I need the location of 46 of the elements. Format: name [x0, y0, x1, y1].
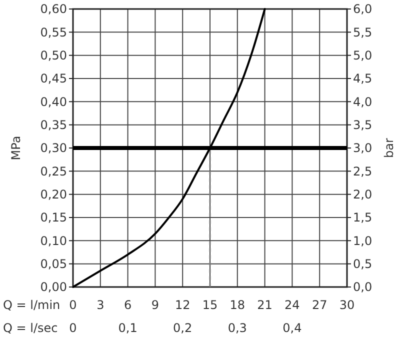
y-tick-label: 0,35	[40, 118, 67, 132]
y2-tick-label: 5,5	[353, 25, 372, 40]
y2-tick-label: 0,0	[353, 280, 372, 294]
y2-tick-label: 4,0	[353, 94, 372, 109]
y-tick-label: 0,60	[40, 2, 67, 16]
x-tick-label: 9	[151, 298, 160, 312]
x-tick-label: 12	[174, 298, 190, 312]
y2-tick-label: 2,0	[353, 188, 372, 202]
y2-tick-label: 6,0	[353, 2, 372, 16]
y2-tick-label: 5,0	[353, 48, 372, 63]
x2-tick-label: 0,1	[118, 321, 138, 335]
x2-axis-title: Q = l/sec	[3, 321, 58, 335]
y-tick-label: 0,40	[40, 94, 67, 109]
y-axis-title: MPa	[9, 136, 23, 160]
y-tick-label: 0,45	[40, 72, 67, 86]
y2-tick-label: 2,5	[353, 164, 372, 178]
y2-tick-label: 4,5	[353, 72, 372, 86]
y-tick-label: 0,30	[40, 141, 67, 156]
y-tick-label: 0,00	[40, 280, 67, 294]
x2-tick-label: 0,4	[282, 321, 302, 335]
y2-tick-label: 0,5	[353, 257, 372, 272]
x2-tick-label: 0	[69, 321, 77, 335]
y-tick-label: 0,20	[40, 188, 67, 202]
y2-tick-label: 3,0	[353, 141, 372, 156]
y2-tick-label: 1,0	[353, 234, 372, 248]
x-axis-title: Q = l/min	[3, 298, 60, 312]
y-tick-label: 0,15	[40, 210, 67, 225]
x-tick-label: 27	[312, 298, 328, 312]
x-tick-label: 21	[257, 298, 272, 312]
y-tick-label: 0,55	[40, 25, 67, 40]
y-tick-label: 0,25	[40, 164, 67, 178]
x2-tick-label: 0,3	[228, 321, 247, 335]
y-tick-label: 0,50	[40, 48, 67, 63]
x-tick-label: 0	[69, 298, 77, 312]
x-tick-label: 15	[202, 298, 218, 312]
x-tick-label: 3	[96, 298, 104, 312]
y-tick-label: 0,10	[40, 234, 67, 248]
y2-tick-label: 3,5	[353, 118, 372, 132]
y2-tick-label: 1,5	[353, 210, 372, 225]
y-tick-label: 0,05	[40, 257, 67, 272]
y2-axis-title: bar	[382, 138, 396, 158]
x-tick-label: 24	[284, 298, 300, 312]
x-tick-label: 6	[124, 298, 132, 312]
x-tick-label: 30	[339, 298, 355, 312]
x2-tick-label: 0,2	[173, 321, 192, 335]
x-tick-label: 18	[230, 298, 246, 312]
